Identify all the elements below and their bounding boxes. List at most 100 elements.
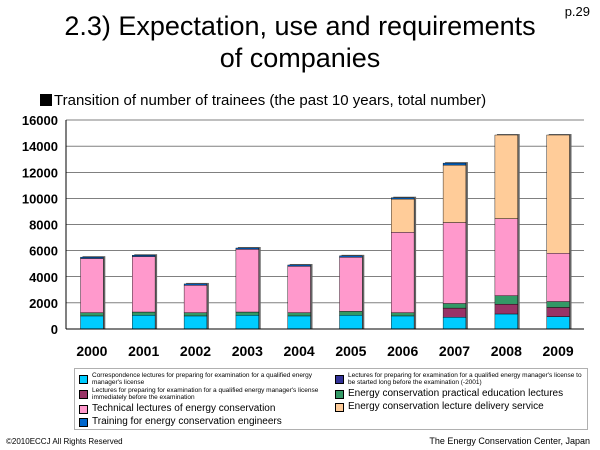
y-tick-label: 16000 — [22, 113, 58, 128]
legend-swatch — [79, 404, 88, 414]
x-tick-label: 2002 — [180, 343, 211, 359]
bar-stack-2001 — [132, 254, 158, 330]
legend-item-long-before: Lectures for preparing for examination f… — [335, 372, 585, 386]
bar-stack-2006 — [391, 196, 417, 330]
bar-segment — [494, 295, 518, 305]
bar-segment — [442, 317, 467, 330]
bar-segment — [235, 249, 259, 313]
y-tick-label: 6000 — [29, 244, 58, 259]
legend-label: Energy conservation lecture delivery ser… — [348, 401, 544, 412]
page-number: p.29 — [564, 4, 590, 19]
bar-segment — [391, 315, 415, 330]
bar-segment — [442, 164, 467, 223]
axis-layer: 0 2000 4000 6000 8000 10000 12000 14000 16000 200… — [22, 113, 584, 359]
y-tick-label: 4000 — [29, 270, 58, 285]
x-tick-label: 2001 — [128, 343, 159, 359]
x-tick-label: 2008 — [491, 343, 522, 359]
bar-segment — [546, 253, 570, 302]
bar-layer — [80, 134, 572, 330]
legend-item-correspondence: Correspondence lectures for preparing fo… — [79, 372, 329, 386]
bar-stack-2008 — [494, 134, 520, 330]
chart-legend: Correspondence lectures for preparing fo… — [74, 368, 588, 430]
bar-segment — [494, 134, 518, 219]
bar-stack-2004 — [287, 263, 313, 330]
slide-title-line2: of companies — [219, 43, 381, 73]
x-tick-label: 2004 — [284, 343, 315, 359]
bar-segment — [546, 307, 570, 317]
legend-swatch — [79, 389, 88, 399]
legend-label: Training for energy conservation enginee… — [92, 416, 282, 427]
y-tick-label: 8000 — [29, 218, 58, 233]
legend-item-delivery-service: Energy conservation lecture delivery ser… — [335, 401, 585, 413]
bar-segment — [132, 315, 156, 330]
legend-swatch — [335, 389, 344, 399]
bar-segment — [442, 162, 467, 166]
bar-segment — [442, 222, 467, 304]
x-tick-label: 2005 — [335, 343, 366, 359]
bar-segment — [339, 311, 363, 316]
bar-segment — [183, 312, 208, 317]
legend-label: Correspondence lectures for preparing fo… — [92, 372, 313, 386]
bar-segment — [80, 258, 104, 313]
slide-title-line1: 2.3) Expectation, use and requirements — [64, 11, 536, 41]
bar-segment — [546, 316, 570, 330]
bar-segment — [235, 311, 259, 316]
bar-stack-2005 — [339, 254, 365, 330]
bar-segment — [80, 312, 104, 317]
y-tick-label: 10000 — [22, 191, 58, 206]
chart-subtitle: Transition of number of trainees (the pa… — [40, 92, 486, 109]
bar-segment — [183, 283, 208, 286]
legend-item-immediately-before: Lectures for preparing for examination f… — [79, 387, 329, 401]
bar-segment — [494, 303, 518, 315]
bar-segment — [287, 315, 311, 330]
legend-swatch — [335, 402, 344, 412]
bar-stack-2000 — [80, 256, 106, 330]
bar-segment — [442, 307, 467, 318]
bar-segment — [132, 311, 156, 316]
bar-segment — [391, 198, 415, 233]
bar-segment — [132, 254, 156, 257]
bar-segment — [494, 218, 518, 296]
copyright-notice: ©2010ECCJ All Rights Reserved — [6, 437, 123, 446]
x-tick-label: 2000 — [76, 343, 107, 359]
x-tick-label: 2003 — [232, 343, 263, 359]
bar-segment — [339, 315, 363, 330]
bar-segment — [442, 303, 467, 309]
legend-label: Lectures for preparing for examination f… — [92, 387, 319, 401]
stacked-bar-chart: 0 2000 4000 6000 8000 10000 12000 14000 16000 200… — [22, 113, 584, 359]
bar-segment — [339, 256, 363, 312]
legend-item-practical-education: Energy conservation practical education … — [335, 388, 585, 400]
bar-segment — [183, 315, 208, 330]
square-bullet-icon — [40, 94, 52, 106]
y-tick-label: 14000 — [22, 139, 58, 154]
legend-swatch — [335, 374, 344, 384]
legend-label: Energy conservation practical education … — [348, 388, 564, 399]
bar-segment — [287, 312, 311, 317]
legend-label: Technical lectures of energy conservatio… — [92, 403, 276, 414]
bar-segment — [546, 301, 570, 308]
bar-segment — [391, 312, 415, 317]
legend-label: Lectures for preparing for examination f… — [348, 372, 582, 386]
bar-segment — [235, 315, 259, 330]
bar-stack-2003 — [235, 247, 261, 330]
bar-segment — [494, 313, 518, 330]
bar-segment — [183, 285, 208, 313]
bar-segment — [235, 247, 259, 250]
bar-segment — [80, 256, 104, 259]
x-tick-label: 2006 — [387, 343, 418, 359]
bar-segment — [80, 315, 104, 330]
bar-segment — [546, 134, 570, 254]
legend-swatch — [79, 374, 88, 384]
bar-stack-2009 — [546, 134, 572, 330]
bar-segment — [391, 197, 415, 200]
bar-segment — [339, 255, 363, 258]
legend-swatch — [79, 417, 88, 427]
organization-name: The Energy Conservation Center, Japan — [429, 436, 590, 446]
x-tick-label: 2009 — [543, 343, 574, 359]
legend-item-engineers-training: Training for energy conservation enginee… — [79, 416, 329, 428]
chart-subtitle-text: Transition of number of trainees (the pa… — [54, 92, 487, 109]
bar-stack-2002 — [183, 282, 209, 330]
bar-stack-2007 — [442, 162, 468, 330]
legend-item-technical-lectures: Technical lectures of energy conservatio… — [79, 403, 329, 415]
y-tick-label: 2000 — [29, 296, 58, 311]
